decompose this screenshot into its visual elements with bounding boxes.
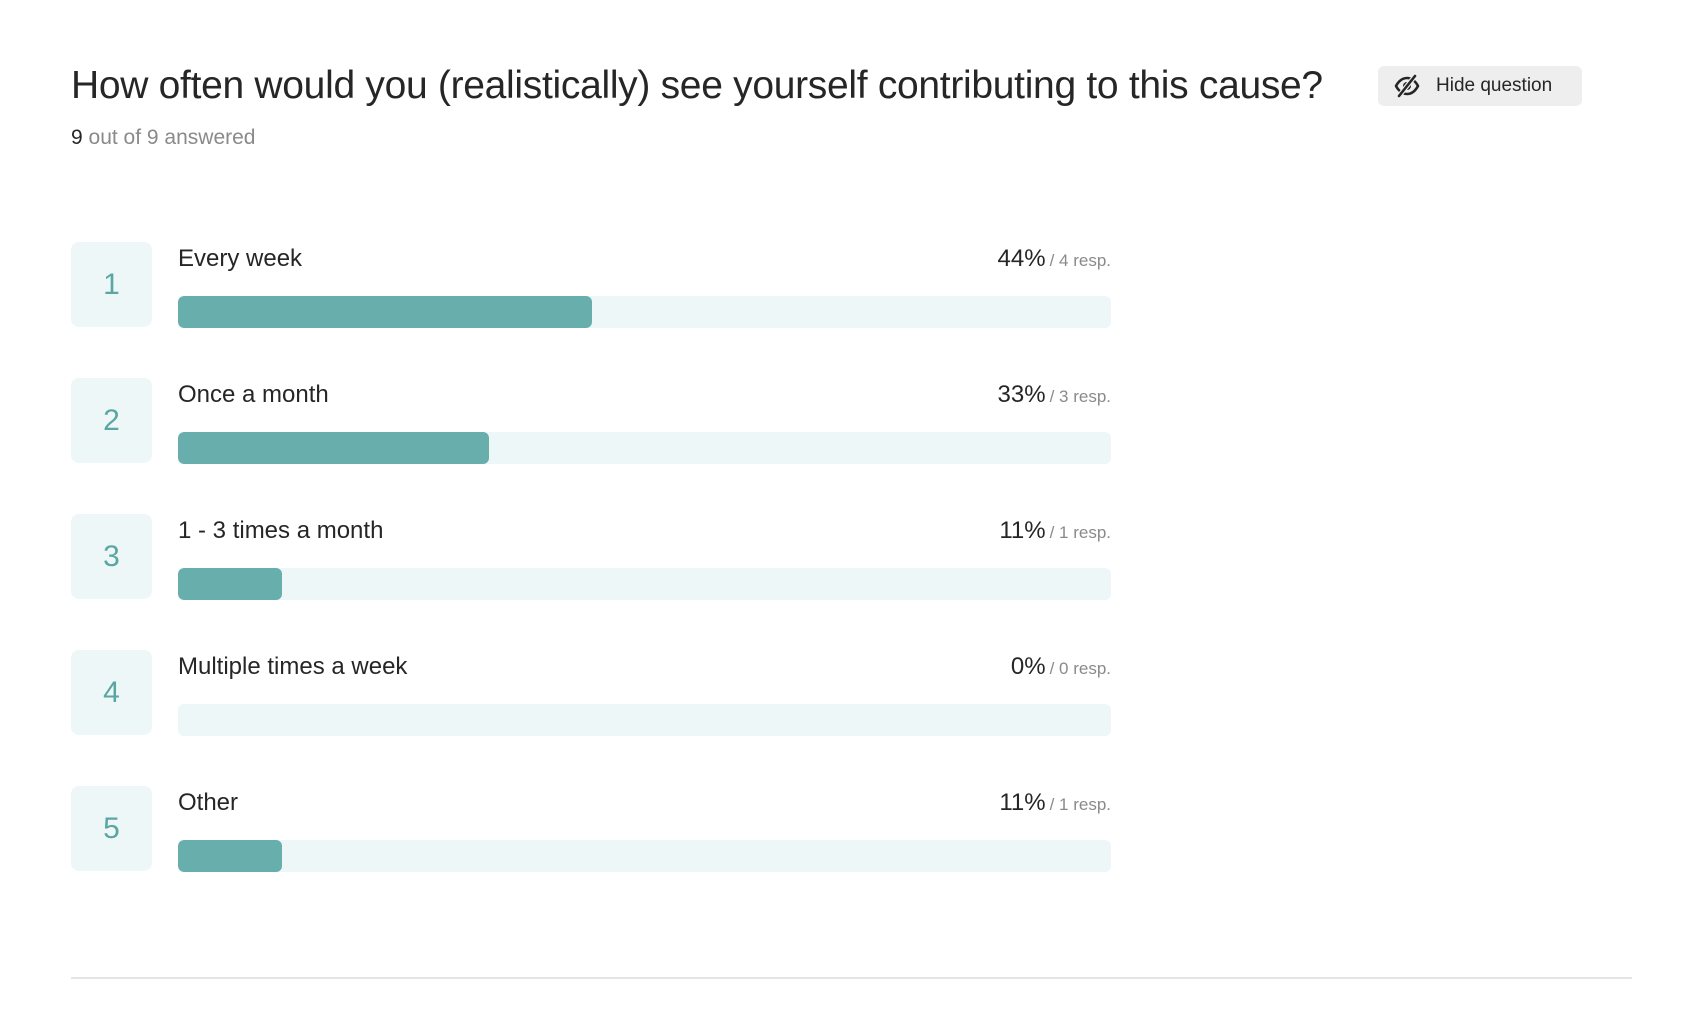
answered-number: 9 (71, 126, 83, 149)
option-responses: / 0 resp. (1049, 659, 1111, 678)
option-responses: / 3 resp. (1049, 387, 1111, 406)
answered-text: out of 9 answered (88, 126, 256, 149)
question-title: How often would you (realistically) see … (71, 64, 1323, 107)
option-label: Multiple times a week (178, 653, 408, 680)
hide-question-label: Hide question (1436, 75, 1553, 96)
option-percent: 11% (999, 517, 1046, 544)
eye-slash-icon (1394, 73, 1420, 99)
option-bar-track (178, 568, 1111, 600)
option-percent: 0% (1010, 653, 1046, 680)
option-number: 5 (71, 786, 152, 871)
option-bar-track (178, 296, 1111, 328)
option-number: 4 (71, 650, 152, 735)
option-bar-fill (178, 568, 282, 600)
option-stats: 11%/ 1 resp. (999, 788, 1111, 821)
option-number: 1 (71, 242, 152, 327)
option-label: 1 - 3 times a month (178, 517, 384, 544)
option-percent: 11% (999, 789, 1046, 816)
option-stats: 33%/ 3 resp. (998, 380, 1111, 413)
option-row: 2 Once a month 33%/ 3 resp. (71, 378, 1111, 464)
option-bar-fill (178, 296, 593, 328)
option-row: 3 1 - 3 times a month 11%/ 1 resp. (71, 514, 1111, 600)
option-bar-track (178, 840, 1111, 872)
option-responses: / 1 resp. (1049, 523, 1111, 542)
option-row: 5 Other 11%/ 1 resp. (71, 786, 1111, 872)
option-row: 4 Multiple times a week 0%/ 0 resp. (71, 650, 1111, 736)
option-label: Every week (178, 245, 303, 272)
option-responses: / 1 resp. (1049, 795, 1111, 814)
option-responses: / 4 resp. (1049, 251, 1111, 270)
option-label: Other (178, 789, 239, 816)
option-bar-track (178, 704, 1111, 736)
option-percent: 33% (997, 381, 1046, 408)
option-bar-fill (178, 432, 489, 464)
section-divider (71, 977, 1632, 979)
option-bar-track (178, 432, 1111, 464)
option-row: 1 Every week 44%/ 4 resp. (71, 242, 1111, 328)
option-label: Once a month (178, 381, 329, 408)
option-number: 2 (71, 378, 152, 463)
option-percent: 44% (997, 245, 1046, 272)
hide-question-button[interactable]: Hide question (1378, 66, 1582, 106)
option-stats: 0%/ 0 resp. (1011, 652, 1111, 685)
option-stats: 44%/ 4 resp. (998, 244, 1111, 277)
answered-count: 9 out of 9 answered (71, 124, 255, 152)
option-stats: 11%/ 1 resp. (999, 516, 1111, 549)
option-bar-fill (178, 840, 282, 872)
answer-options: 1 Every week 44%/ 4 resp. 2 Once a month… (71, 242, 1111, 922)
option-number: 3 (71, 514, 152, 599)
